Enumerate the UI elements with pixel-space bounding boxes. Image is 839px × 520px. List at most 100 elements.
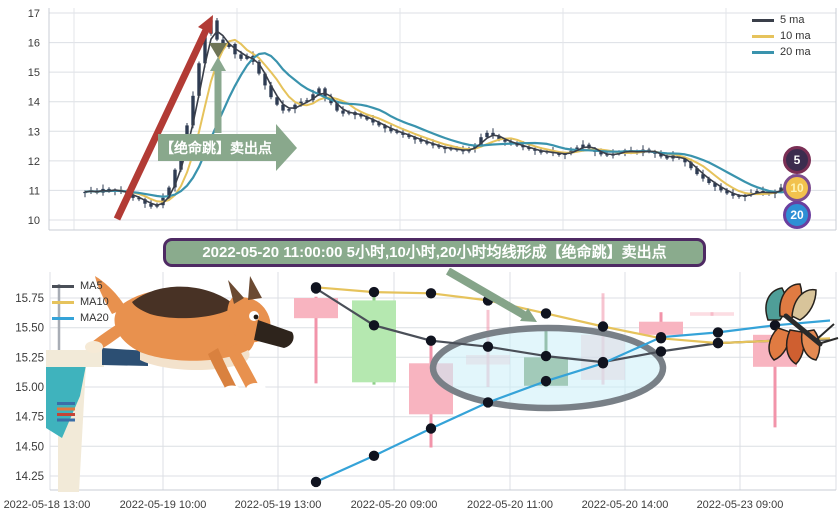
candle-body [294, 298, 338, 319]
y-tick-label: 16 [28, 38, 40, 50]
candle-body [491, 132, 495, 136]
candle-body [275, 97, 279, 105]
candle-body [737, 195, 741, 197]
sell-marker-triangle-icon [209, 43, 227, 58]
candle-body [779, 187, 783, 191]
candle-body [359, 115, 363, 117]
candle-body [383, 125, 387, 129]
ma-point-marker [482, 397, 494, 408]
candle-body [389, 128, 393, 132]
x-tick-label: 2022-05-20 11:00 [467, 499, 553, 511]
candle-body [425, 141, 429, 144]
candle-body [605, 154, 609, 156]
ma-point-marker [425, 288, 437, 299]
candle-body [443, 147, 447, 150]
y-tick-label: 10 [28, 215, 40, 227]
candle-body [137, 197, 141, 200]
legend-item-ma20: MA20 [52, 311, 109, 325]
legend-item-10ma: 10 ma [752, 29, 811, 43]
candle-body [485, 132, 489, 138]
candle-body [431, 143, 435, 146]
5-ma-line [84, 30, 800, 206]
y-tick-label: 13 [28, 126, 40, 138]
candle-body [191, 95, 195, 126]
candle-body [341, 110, 345, 114]
ma-point-marker [368, 450, 380, 461]
x-tick-label: 2022-05-18 13:00 [4, 499, 91, 511]
jumping-dog-illustration [85, 276, 294, 397]
legend-item-ma5: MA5 [52, 279, 109, 293]
legend-item-5ma: 5 ma [752, 13, 811, 27]
candle-body [227, 44, 231, 47]
candle-body [281, 104, 285, 111]
candle-body [317, 88, 321, 95]
y-tick-label: 15.50 [15, 323, 44, 335]
candle-body [557, 153, 561, 155]
ma20-line-swatch [52, 316, 74, 320]
legend-label: 5 ma [780, 14, 805, 26]
ma-point-marker [540, 375, 552, 387]
candle-body [437, 145, 441, 148]
candle-body [690, 312, 734, 316]
highlight-ellipse [429, 324, 667, 412]
sell-point-callout: 【绝命跳】卖出点 [158, 124, 297, 171]
candle-body [659, 153, 663, 157]
candle-body [173, 169, 177, 188]
top-legend: 5 ma 10 ma 20 ma [752, 13, 811, 59]
candle-body [695, 168, 699, 175]
candle-body [239, 54, 243, 59]
candle-body [131, 194, 135, 198]
candle-body [527, 147, 531, 150]
ma-point-marker [310, 476, 322, 488]
y-tick-label: 14.75 [15, 412, 44, 424]
y-tick-label: 14.50 [15, 441, 44, 453]
candle-body [599, 152, 603, 155]
candle-body [287, 109, 291, 111]
ma5-line-swatch [752, 18, 774, 22]
candle-body [713, 183, 717, 187]
zoomed-kline-chart: 15.75 15.50 15.25 15.00 14.75 14.50 14.25 2022-… [4, 268, 839, 511]
y-tick-label: 15 [28, 67, 40, 79]
candle-body [731, 193, 735, 196]
candle-body [539, 150, 543, 153]
candle-body [352, 300, 396, 383]
ma-point-marker [712, 337, 724, 349]
butterfly-illustration [765, 283, 839, 365]
x-tick-label: 2022-05-20 14:00 [582, 499, 669, 511]
bottom-legend: MA5 MA10 MA20 [52, 279, 109, 325]
ma5-line-swatch [52, 284, 74, 288]
ma-point-marker [540, 308, 552, 319]
candle-body [371, 119, 375, 123]
candle-body [83, 191, 87, 194]
sell-point-callout-label: 【绝命跳】卖出点 [160, 140, 272, 156]
candle-body [683, 157, 687, 163]
candle-body [689, 162, 693, 169]
candle-body [395, 131, 399, 133]
bottom-grid-layer: 15.75 15.50 15.25 15.00 14.75 14.50 14.25 2022-… [4, 272, 837, 511]
ma-point-marker [655, 346, 667, 357]
candle-body [293, 104, 297, 110]
ma-point-marker [425, 335, 437, 346]
ma5-badge[interactable]: 5 [783, 146, 811, 174]
legend-item-20ma: 20 ma [752, 45, 811, 59]
candle-body [503, 139, 507, 142]
legend-label: MA5 [80, 280, 103, 292]
y-tick-label: 17 [28, 8, 40, 20]
candle-body [305, 100, 309, 102]
10-ma-line [84, 38, 800, 203]
candle-body [419, 139, 423, 142]
candle-body [197, 63, 201, 96]
ma10-badge[interactable]: 10 [783, 174, 811, 202]
candle-body [479, 137, 483, 145]
candle-body [299, 101, 303, 105]
ma20-badge[interactable]: 20 [783, 201, 811, 229]
y-tick-label: 15.75 [15, 293, 44, 305]
MA10-line [315, 286, 831, 345]
candle-body [497, 135, 501, 140]
candle-body [245, 55, 249, 59]
ma-point-marker [655, 332, 667, 343]
y-tick-label: 15.00 [15, 382, 44, 394]
y-tick-label: 15.25 [15, 352, 44, 364]
candle-body [707, 178, 711, 183]
